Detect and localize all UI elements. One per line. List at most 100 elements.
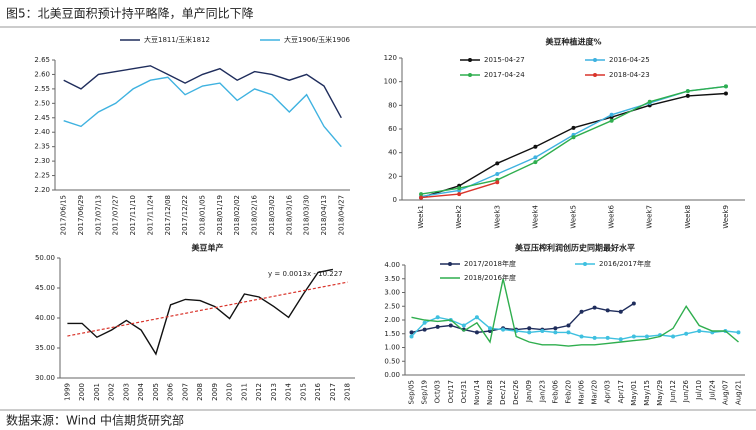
data-point: [605, 308, 610, 313]
y-tick-label: 100: [384, 78, 397, 86]
y-tick-label: 0.50: [384, 357, 400, 365]
y-tick-label: 40.00: [35, 314, 55, 322]
x-tick-label: Dec/12: [499, 380, 507, 405]
x-tick-label: 2015: [299, 383, 307, 401]
data-point: [533, 160, 538, 165]
legend-marker: [593, 73, 597, 77]
x-tick-label: 2016: [314, 382, 322, 400]
data-point: [457, 186, 462, 191]
y-tick-label: 120: [384, 54, 397, 62]
data-point: [435, 315, 440, 320]
x-tick-label: Week4: [531, 204, 539, 228]
data-point: [474, 330, 479, 335]
y-tick-label: 3.50: [384, 275, 400, 283]
legend-marker: [468, 73, 472, 77]
x-tick-label: 2017/07/13: [94, 195, 102, 235]
y-tick-label: 2.55: [34, 85, 50, 93]
x-tick-label: 2018/01/19: [216, 195, 224, 235]
x-tick-label: 2017/07/27: [112, 195, 120, 235]
x-tick-label: 2018/03/02: [268, 195, 276, 235]
y-tick-label: 4.00: [384, 261, 400, 269]
y-tick-label: 2.40: [34, 128, 50, 136]
y-tick-label: 2.30: [34, 157, 50, 165]
x-tick-label: 2017/11/10: [129, 195, 137, 235]
data-point: [495, 171, 500, 176]
source: 数据来源：Wind 中信期货研究部: [6, 413, 184, 428]
legend-label: 2017/2018年度: [464, 259, 516, 268]
data-point: [685, 89, 690, 94]
x-tick-label: Week5: [570, 205, 578, 229]
data-point: [435, 324, 440, 329]
x-tick-label: 2003: [122, 383, 130, 401]
data-point: [419, 195, 424, 200]
trend-line: [67, 281, 348, 337]
data-point: [723, 91, 728, 96]
x-tick-label: Week7: [646, 205, 654, 229]
x-tick-label: 2000: [78, 383, 86, 401]
data-point: [571, 125, 576, 130]
data-point: [592, 335, 597, 340]
x-tick-label: Aug/21: [734, 380, 742, 405]
x-tick-label: 2004: [137, 382, 145, 400]
data-point: [527, 330, 532, 335]
x-tick-label: 2018: [344, 383, 352, 401]
legend-marker: [583, 262, 587, 266]
data-point: [527, 326, 532, 331]
y-tick-label: 40: [388, 149, 397, 157]
data-line: [411, 278, 739, 347]
data-point: [566, 323, 571, 328]
data-point: [409, 330, 414, 335]
x-tick-label: 2017/11/24: [146, 194, 154, 235]
data-point: [457, 192, 462, 197]
y-tick-label: 0: [393, 196, 397, 204]
data-point: [461, 323, 466, 328]
x-tick-label: Jul/10: [695, 380, 703, 401]
data-point: [422, 327, 427, 332]
y-tick-label: 2.35: [34, 143, 50, 151]
x-tick-label: Jan/09: [525, 380, 533, 403]
y-tick-label: 2.45: [34, 114, 50, 122]
data-point: [571, 135, 576, 140]
data-point: [697, 329, 702, 333]
legend-label: 2017-04-24: [484, 71, 525, 79]
trend-annotation: y = 0.0013x - 10.227: [268, 270, 343, 278]
x-tick-label: May/15: [643, 380, 651, 406]
x-tick-label: 2010: [226, 383, 234, 401]
data-point: [566, 330, 571, 335]
data-point: [579, 334, 584, 339]
x-tick-label: 2017/06/29: [77, 195, 85, 235]
x-tick-label: Jun/12: [669, 380, 677, 403]
x-tick-label: Jun/26: [682, 379, 690, 403]
data-point: [553, 330, 558, 335]
legend-label: 2016/2017年度: [599, 259, 651, 268]
data-point: [618, 309, 623, 314]
x-tick-label: 2018/03/16: [285, 194, 293, 235]
data-point: [592, 305, 597, 310]
data-line: [63, 65, 342, 119]
data-point: [533, 144, 538, 149]
x-tick-label: 2005: [152, 383, 160, 401]
x-tick-label: Sep/05: [408, 380, 416, 404]
data-line: [67, 268, 334, 356]
data-point: [501, 327, 506, 332]
x-tick-label: 2017: [329, 383, 337, 401]
x-tick-label: 2017/12/22: [181, 195, 189, 235]
chart-title: 美豆种植进度%: [545, 37, 601, 47]
legend-label: 2016-04-25: [609, 56, 650, 64]
data-line: [420, 92, 726, 199]
x-tick-label: Sep/19: [421, 380, 429, 404]
y-tick-label: 20: [388, 172, 397, 180]
x-tick-label: 2017/06/15: [60, 195, 68, 235]
legend-label: 2018/2016年度: [464, 273, 516, 282]
data-line: [411, 302, 635, 334]
data-line: [420, 85, 726, 195]
x-tick-label: 2009: [211, 383, 219, 401]
x-tick-label: Week2: [455, 205, 463, 229]
x-tick-label: May/29: [656, 380, 664, 406]
legend-label: 大豆1811/玉米1812: [144, 35, 210, 44]
x-tick-label: Week8: [684, 205, 692, 229]
x-tick-label: Oct/03: [434, 380, 442, 403]
data-point: [553, 326, 558, 331]
